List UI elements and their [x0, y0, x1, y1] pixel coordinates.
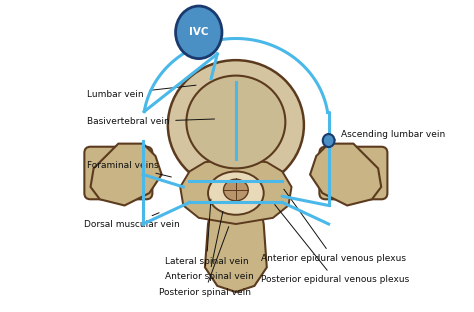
Text: Anterior spinal vein: Anterior spinal vein: [165, 211, 254, 281]
Ellipse shape: [208, 172, 264, 215]
Polygon shape: [180, 159, 292, 224]
Text: Lateral spinal vein: Lateral spinal vein: [165, 199, 248, 266]
Text: Anterior epidural venous plexus: Anterior epidural venous plexus: [261, 189, 406, 262]
Polygon shape: [205, 193, 267, 292]
Ellipse shape: [186, 76, 285, 168]
Text: Foraminal veins: Foraminal veins: [87, 161, 171, 177]
Text: Lumbar vein: Lumbar vein: [87, 85, 196, 99]
Ellipse shape: [323, 134, 335, 147]
Text: Posterior spinal vein: Posterior spinal vein: [159, 227, 251, 297]
FancyBboxPatch shape: [319, 147, 387, 199]
Ellipse shape: [175, 6, 222, 59]
Ellipse shape: [168, 60, 304, 190]
Text: Posterior epidural venous plexus: Posterior epidural venous plexus: [261, 205, 409, 284]
Text: Ascending lumbar vein: Ascending lumbar vein: [331, 130, 445, 140]
Text: Basivertebral vein: Basivertebral vein: [87, 118, 215, 126]
Text: Dorsal muscular vein: Dorsal muscular vein: [84, 213, 180, 228]
Polygon shape: [310, 144, 381, 206]
Ellipse shape: [224, 179, 248, 201]
Polygon shape: [91, 144, 162, 206]
FancyBboxPatch shape: [84, 147, 152, 199]
Text: IVC: IVC: [189, 27, 209, 37]
